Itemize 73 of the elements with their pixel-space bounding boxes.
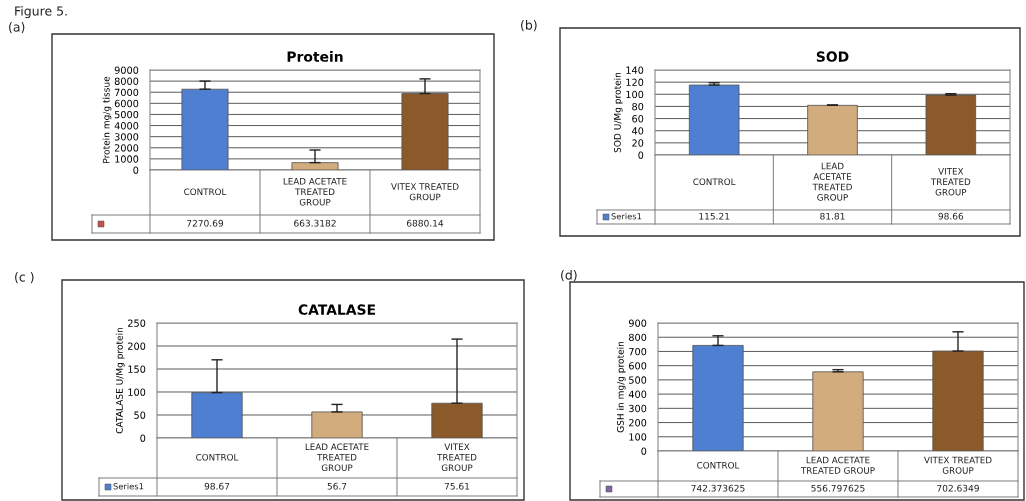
y-tick-label: 800	[628, 333, 647, 342]
chart-title: Protein	[287, 51, 343, 62]
y-tick-label: 300	[629, 404, 647, 413]
data-label: 98.66	[938, 212, 964, 220]
x-tick-label: LEAD ACETATE TREATED GROUP	[812, 162, 852, 201]
y-tick-label: 60	[632, 115, 644, 123]
data-label: 702.6349	[937, 484, 979, 492]
y-tick-label: 8000	[114, 77, 139, 85]
y-tick-label: 3000	[114, 133, 139, 141]
y-tick-label: 80	[632, 102, 644, 111]
x-tick-label: CONTROL	[693, 178, 736, 186]
text: (c )	[15, 272, 34, 284]
data-label: 6880.14	[406, 219, 444, 227]
y-tick-label: 9000	[114, 66, 139, 74]
y-tick-label: 140	[626, 66, 644, 74]
y-tick-label: 100	[629, 433, 647, 441]
y-tick-label: 20	[632, 139, 644, 147]
bar	[291, 162, 339, 170]
x-tick-label: VITEX TREATED GROUP	[391, 183, 459, 201]
caption: Figure 5.	[15, 6, 67, 19]
x-tick-label: VITEX TREATED GROUP	[930, 168, 971, 196]
legend-label: Series1	[611, 212, 642, 220]
y-tick-label: 200	[128, 342, 146, 350]
data-label: 98.67	[204, 482, 230, 490]
data-label: 663.3182	[294, 219, 336, 227]
y-tick-label: 2000	[114, 144, 139, 152]
chart-title: CATALASE	[298, 304, 376, 315]
y-axis-title: Protein mg/g tissue	[102, 76, 112, 163]
y-tick-label: 250	[128, 319, 146, 327]
legend-label: Series1	[113, 482, 144, 490]
y-axis-title: GSH in mg/g protein	[616, 341, 626, 433]
data-label: 75.61	[444, 482, 470, 490]
y-tick-label: 6000	[114, 99, 139, 108]
x-tick-label: LEAD ACETATE TREATED GROUP	[283, 177, 347, 206]
y-axis-title: SOD U/Mg protein	[613, 72, 623, 153]
y-tick-label: 0	[641, 447, 647, 455]
y-tick-label: 500	[629, 376, 647, 384]
text: (d)	[561, 270, 577, 282]
data-label: 115.21	[699, 212, 730, 220]
chart-title: SOD	[816, 51, 849, 62]
y-tick-label: 600	[629, 362, 647, 370]
data-label: 556.797625	[811, 484, 865, 492]
y-tick-label: 7000	[114, 88, 139, 97]
y-tick-label: 0	[140, 434, 146, 442]
text: (b)	[521, 20, 537, 32]
x-tick-label: CONTROL	[697, 461, 740, 469]
data-label: 7270.69	[187, 219, 224, 227]
data-label: 81.81	[820, 212, 845, 220]
x-tick-label: LEAD ACETATE TREATED GROUP	[305, 443, 369, 471]
y-tick-label: 1000	[115, 155, 139, 163]
x-tick-label: CONTROL	[196, 453, 239, 461]
data-label: 742.373625	[691, 484, 745, 492]
x-tick-label: VITEX TREATED GROUP	[924, 456, 992, 474]
y-axis-title: CATALASE U/Mg protein	[115, 327, 125, 434]
y-tick-label: 400	[628, 390, 647, 398]
y-tick-label: 100	[128, 388, 146, 396]
y-tick-label: 4000	[114, 122, 139, 130]
x-tick-label: LEAD ACETATE TREATED GROUP	[800, 456, 875, 474]
y-tick-label: 0	[638, 151, 644, 159]
y-tick-label: 900	[628, 319, 647, 327]
y-tick-label: 5000	[114, 110, 139, 119]
y-tick-label: 200	[629, 419, 647, 427]
y-tick-label: 0	[133, 166, 139, 174]
y-tick-label: 40	[631, 127, 644, 135]
data-label: 56.7	[327, 482, 347, 490]
y-tick-label: 700	[629, 347, 647, 356]
y-tick-label: 120	[626, 78, 644, 86]
y-tick-label: 150	[128, 365, 146, 373]
x-tick-label: CONTROL	[184, 188, 227, 196]
x-tick-label: VITEX TREATED GROUP	[437, 443, 477, 471]
y-tick-label: 100	[626, 90, 644, 99]
text: (a)	[9, 22, 25, 34]
y-tick-label: 50	[134, 411, 146, 419]
